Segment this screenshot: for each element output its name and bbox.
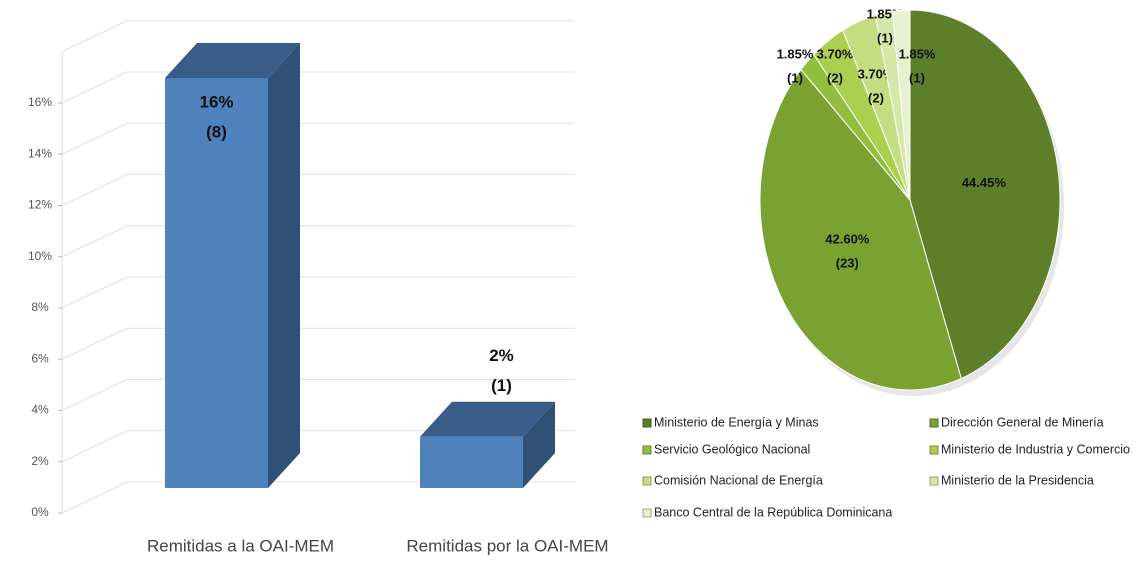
slice-count: (2) — [827, 70, 843, 85]
y-tick-label: 14% — [28, 146, 52, 160]
legend-swatch — [929, 445, 939, 455]
y-tick-label: 4% — [31, 403, 49, 417]
grid-line — [61, 122, 128, 155]
legend-label: Servicio Geológico Nacional — [654, 442, 810, 456]
bar-top — [165, 43, 300, 78]
y-tick-label: 6% — [31, 351, 49, 365]
value-label: 2% — [489, 346, 514, 365]
legend-swatch — [929, 476, 939, 486]
grid-line — [61, 430, 128, 463]
grid-line — [61, 481, 128, 514]
y-tick-label: 8% — [31, 300, 49, 314]
bar — [165, 78, 268, 488]
slice-count: (1) — [877, 30, 893, 45]
slice-label: 42.60% — [825, 232, 870, 247]
legend-label: Banco Central de la República Dominicana — [654, 505, 892, 519]
legend-label: Ministerio de Energía y Minas — [654, 415, 819, 429]
count-label: (1) — [491, 376, 512, 395]
slice-count: (23) — [836, 256, 859, 271]
grid-line — [61, 327, 128, 360]
pie-slice — [759, 68, 962, 391]
slice-count: (2) — [868, 90, 884, 105]
y-tick-label: 0% — [31, 505, 49, 519]
slice-label: 1.85% — [777, 46, 814, 61]
value-label: 16% — [199, 92, 233, 111]
grid-line — [61, 174, 128, 206]
bar — [420, 436, 523, 488]
legend-label: Ministerio de la Presidencia — [941, 473, 1094, 487]
slice-label: 3.70% — [817, 46, 854, 61]
legend-label: Dirección General de Minería — [941, 415, 1104, 429]
y-tick-label: 10% — [28, 249, 52, 263]
count-label: (8) — [206, 122, 227, 141]
grid-line — [61, 276, 128, 309]
slice-label: 1.85% — [899, 46, 936, 61]
y-tick-label: 12% — [28, 198, 52, 212]
grid-line — [61, 71, 128, 104]
legend-swatch — [642, 445, 652, 455]
legend-swatch — [642, 508, 652, 518]
x-tick-label: Remitidas por la OAI-MEM — [406, 536, 608, 555]
x-tick-label: Remitidas a la OAI-MEM — [147, 536, 334, 555]
pie-slice — [892, 9, 911, 201]
grid-line — [61, 379, 128, 411]
bar-side — [268, 43, 300, 488]
slice-count: (1) — [909, 70, 925, 85]
pie-slice — [909, 9, 1061, 380]
grid-line — [61, 225, 128, 258]
slice-label: 44.45% — [962, 175, 1007, 190]
grid-line — [61, 20, 128, 53]
slice-count: (1) — [787, 70, 803, 85]
legend-swatch — [642, 418, 652, 428]
legend-label: Comisión Nacional de Energía — [654, 473, 823, 487]
legend-swatch — [929, 418, 939, 428]
y-tick-label: 16% — [28, 95, 52, 109]
legend-label: Ministerio de Industria y Comercio — [941, 442, 1130, 456]
bar-top — [420, 401, 555, 437]
legend-swatch — [642, 476, 652, 486]
bar-side — [523, 401, 555, 488]
y-tick-label: 2% — [31, 454, 49, 468]
